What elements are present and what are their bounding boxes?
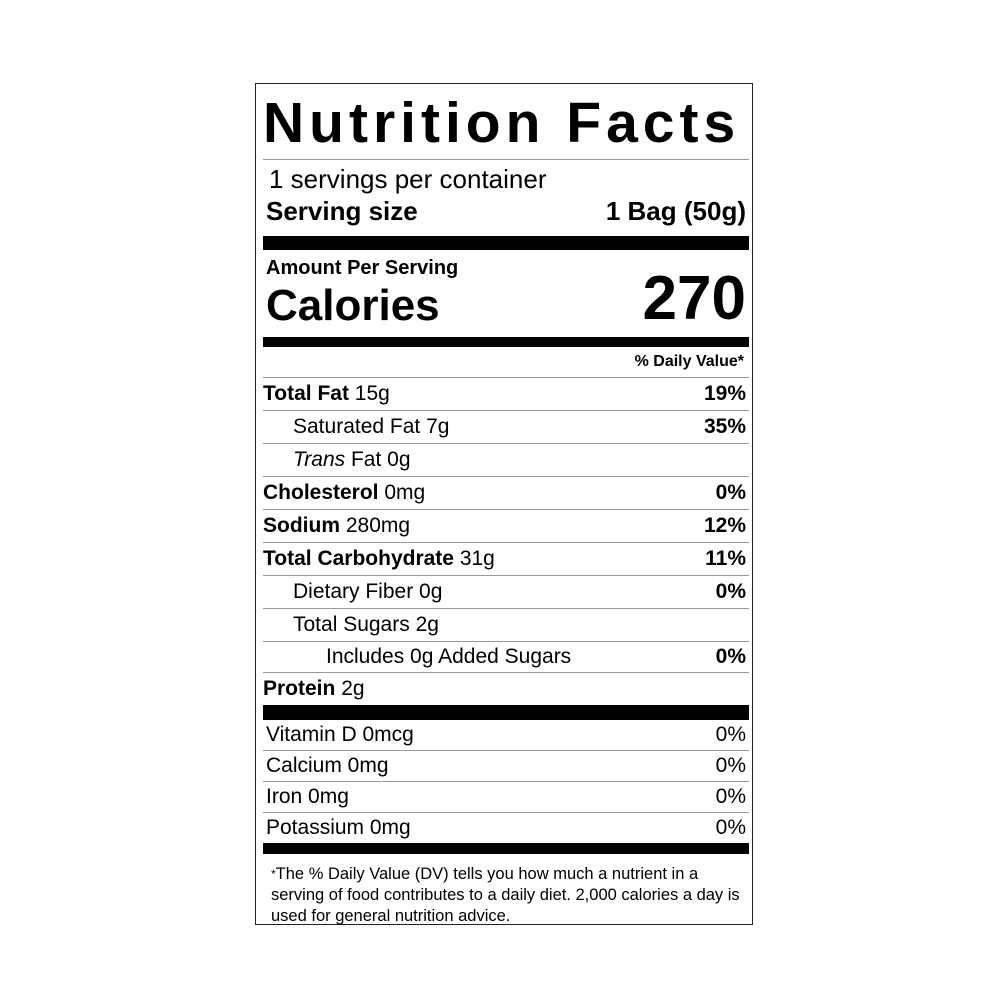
thick-divider — [263, 236, 749, 250]
nutrient-row-total-fat: Total Fat 15g 19% — [263, 377, 749, 410]
vitamin-row: Calcium 0mg 0% — [263, 750, 749, 781]
nutrient-dv — [746, 609, 749, 641]
nutrient-dv: 12% — [703, 514, 746, 537]
footnote: *The % Daily Value (DV) tells you how mu… — [263, 854, 749, 927]
nutrient-dv: 11% — [705, 547, 746, 570]
nutrient-amount: 0g — [419, 580, 443, 603]
calories-value: 270 — [642, 264, 746, 333]
amount-per-serving: Amount Per Serving — [266, 257, 459, 279]
nutrient-amount: 31g — [459, 547, 495, 570]
daily-value-header: % Daily Value* — [634, 353, 744, 370]
calories-row: Amount Per Serving Calories 270 — [263, 253, 749, 331]
nutrient-name: Saturated Fat — [293, 415, 421, 438]
nutrient-dv: 19% — [703, 382, 746, 405]
nutrient-row-cholesterol: Cholesterol 0mg 0% — [263, 476, 749, 509]
nutrient-name: Sodium — [263, 514, 340, 537]
nutrient-dv — [746, 673, 749, 705]
servings-per-container: 1 servings per container — [269, 164, 547, 194]
thick-divider — [263, 337, 749, 347]
vitamin-dv: 0% — [715, 723, 746, 746]
nutrient-name: Fat — [350, 448, 382, 471]
nutrient-amount: 2g — [415, 613, 439, 636]
nutrient-name: Dietary Fiber — [293, 580, 414, 603]
nutrient-name: Total Carbohydrate — [263, 547, 454, 570]
calories-left: Amount Per Serving Calories — [266, 255, 458, 331]
nutrient-name: Cholesterol — [263, 481, 379, 504]
vitamin-dv: 0% — [715, 785, 746, 808]
nutrient-amount: 2g — [341, 677, 365, 700]
footnote-star: * — [271, 867, 276, 881]
vitamin-name: Potassium 0mg — [266, 816, 411, 839]
nutrient-amount: 7g — [426, 415, 450, 438]
vitamin-row: Iron 0mg 0% — [263, 781, 749, 812]
label-title: Nutrition Facts — [263, 91, 741, 155]
nutrient-name-italic: Trans — [293, 448, 346, 471]
nutrient-dv: 0% — [715, 481, 746, 504]
vitamin-row: Vitamin D 0mcg 0% — [263, 720, 749, 750]
nutrient-name: Includes 0g Added Sugars — [326, 645, 572, 668]
nutrient-row-added-sugars: Includes 0g Added Sugars 0% — [263, 641, 749, 672]
nutrient-dv — [746, 444, 749, 476]
nutrient-amount: 15g — [354, 382, 390, 405]
nutrient-amount: 0g — [387, 448, 411, 471]
nutrient-row-protein: Protein 2g — [263, 672, 749, 705]
nutrient-row-trans-fat: Trans Fat 0g — [263, 443, 749, 476]
nutrient-amount: 0mg — [384, 481, 426, 504]
nutrient-row-dietary-fiber: Dietary Fiber 0g 0% — [263, 575, 749, 608]
nutrient-row-sodium: Sodium 280mg 12% — [263, 509, 749, 542]
vitamin-name: Calcium 0mg — [266, 754, 389, 777]
vitamin-name: Vitamin D 0mcg — [266, 723, 414, 746]
nutrient-amount: 280mg — [345, 514, 411, 537]
nutrient-dv: 35% — [703, 415, 746, 438]
thick-divider — [263, 843, 749, 854]
nutrient-row-saturated-fat: Saturated Fat 7g 35% — [263, 410, 749, 443]
nutrient-name: Total Sugars — [293, 613, 410, 636]
vitamin-dv: 0% — [715, 754, 746, 777]
footnote-text: The % Daily Value (DV) tells you how muc… — [271, 865, 740, 925]
nutrient-dv: 0% — [715, 645, 746, 668]
calories-label: Calories — [266, 281, 440, 330]
serving-size: Serving size 1 Bag (50g) — [263, 194, 749, 236]
thick-divider — [263, 705, 749, 720]
vitamin-row: Potassium 0mg 0% — [263, 812, 749, 843]
vitamins-section: Vitamin D 0mcg 0% Calcium 0mg 0% Iron 0mg 0… — [263, 720, 749, 843]
nutrient-name: Total Fat — [263, 382, 349, 405]
nutrient-name: Protein — [263, 677, 336, 700]
nutrient-row-total-sugars: Total Sugars 2g — [263, 608, 749, 641]
vitamin-name: Iron 0mg — [266, 785, 349, 808]
nutrient-row-total-carbohydrate: Total Carbohydrate 31g 11% — [263, 542, 749, 575]
serving-size-label: Serving size — [266, 196, 418, 226]
nutrient-dv: 0% — [715, 580, 746, 603]
divider — [263, 159, 749, 160]
vitamin-dv: 0% — [715, 816, 746, 839]
nutrition-facts-label: Nutrition Facts 1 servings per container… — [255, 83, 753, 925]
serving-size-value: 1 Bag (50g) — [605, 196, 746, 226]
